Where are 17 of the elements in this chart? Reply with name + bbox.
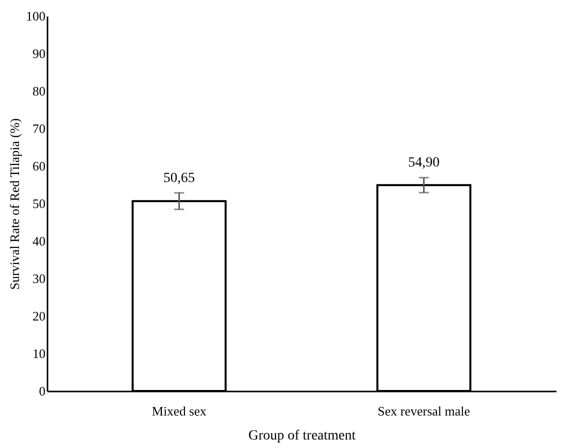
y-tick-label: 50 <box>32 196 46 211</box>
data-label: 54,90 <box>408 156 440 171</box>
x-tick-label: Mixed sex <box>152 404 207 418</box>
x-axis-title: Group of treatment <box>248 428 356 444</box>
y-tick-label: 40 <box>32 234 46 248</box>
y-tick-label: 70 <box>32 121 46 136</box>
y-axis-title: Survival Rate of Red Tilapia (%) <box>7 118 22 290</box>
y-tick-label: 80 <box>32 84 46 98</box>
y-tick-label: 100 <box>26 8 46 24</box>
y-tick-label: 10 <box>32 346 46 361</box>
y-tick-label: 60 <box>32 158 46 174</box>
y-tick-label: 90 <box>32 46 46 61</box>
x-tick-label: Sex reversal male <box>378 404 470 418</box>
y-tick-label: 20 <box>32 308 46 324</box>
data-label: 50,65 <box>163 170 195 186</box>
y-tick-label: 30 <box>32 271 46 286</box>
y-tick-label: 0 <box>39 384 46 398</box>
